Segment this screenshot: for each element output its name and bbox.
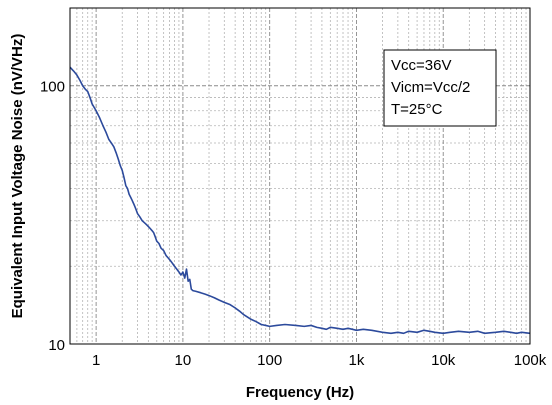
minor-gridlines [70, 8, 530, 344]
annotation-box [383, 49, 497, 127]
y-axis-title: Equivalent Input Voltage Noise (nV/VHz) [9, 34, 26, 319]
annotation-temperature: T=25°C [391, 101, 443, 118]
noise-series-line [69, 66, 531, 335]
annotation-vicm: Vicm=Vcc/2 [391, 79, 470, 96]
y-tick-label: 100 [40, 79, 65, 96]
y-tick-labels: 10 100 [40, 79, 65, 354]
plot-frame [69, 7, 531, 345]
x-tick-labels: 1 10 100 1k 10k 100k [92, 352, 547, 369]
x-tick-label: 100 [257, 352, 282, 369]
conditions-annotation: Vcc=36V Vicm=Vcc/2 T=25°C [383, 49, 497, 127]
x-tick-label: 10 [175, 352, 192, 369]
x-tick-label: 1k [349, 352, 365, 369]
y-tick-label: 10 [48, 337, 65, 354]
x-tick-label: 100k [514, 352, 547, 369]
annotation-vcc: Vcc=36V [391, 57, 451, 74]
x-tick-label: 10k [431, 352, 456, 369]
x-tick-label: 1 [92, 352, 100, 369]
x-axis-title: Frequency (Hz) [246, 384, 354, 401]
